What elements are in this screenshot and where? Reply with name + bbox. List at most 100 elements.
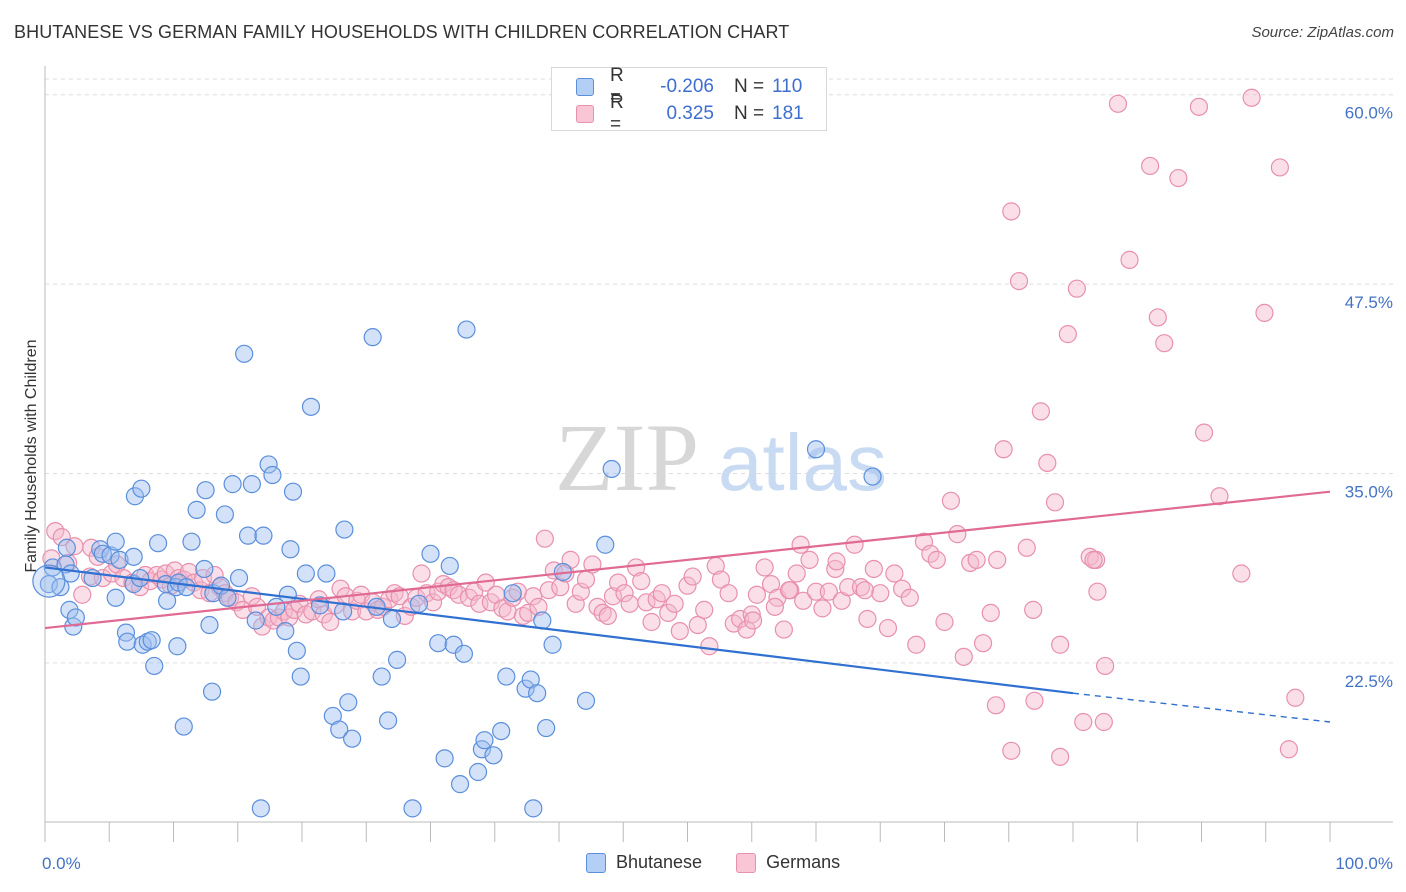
- germans-point: [1024, 600, 1043, 619]
- germans-point: [598, 606, 617, 626]
- blue-swatch: [586, 852, 606, 873]
- germans-point: [670, 621, 689, 641]
- axes: [44, 66, 1393, 842]
- germans-point: [1002, 202, 1021, 221]
- r-value: -0.206: [660, 76, 714, 97]
- series-legend: Bhutanese Germans: [586, 852, 874, 873]
- germans-point: [1255, 303, 1274, 323]
- y-axis-label: Family Households with Children: [23, 340, 40, 573]
- bhutanese-point: [187, 500, 206, 519]
- bhutanese-point: [450, 775, 470, 794]
- bhutanese-point: [238, 526, 258, 545]
- chart-title: BHUTANESE VS GERMAN FAMILY HOUSEHOLDS WI…: [14, 22, 790, 42]
- bhutanese-point: [537, 718, 556, 738]
- bhutanese-point: [596, 535, 615, 554]
- germans-point: [827, 552, 846, 571]
- germans-point: [1058, 325, 1077, 344]
- watermark-atlas: atlas: [718, 418, 887, 507]
- bhutanese-point: [363, 328, 382, 347]
- trend-lines: [44, 490, 1331, 723]
- bhutanese-point: [528, 684, 547, 703]
- bhutanese-point: [57, 538, 76, 557]
- germans-point: [695, 600, 714, 619]
- bhutanese-point: [602, 459, 621, 479]
- bhutanese-point: [32, 564, 66, 598]
- germans-point: [954, 647, 973, 666]
- x-tick-label: 0.0%: [42, 854, 81, 873]
- germans-point: [1140, 156, 1160, 176]
- bhutanese-point: [281, 540, 300, 559]
- bhutanese-point: [429, 634, 448, 653]
- germans-point: [1045, 493, 1065, 512]
- germans-point: [755, 558, 774, 577]
- germans-point: [603, 587, 623, 606]
- germans-point: [264, 611, 283, 630]
- bhutanese-point: [93, 544, 112, 563]
- bhutanese-point: [291, 667, 310, 686]
- germans-points: [42, 88, 1305, 766]
- germans-point: [907, 635, 926, 654]
- x-tick-label: 100.0%: [1335, 854, 1393, 873]
- legend-row-germans: R = 0.325 N = 181: [576, 92, 804, 135]
- germans-point: [1108, 94, 1128, 113]
- legend-row-bhutanese: R = -0.206 N = 110: [576, 65, 803, 108]
- r-value: 0.325: [666, 103, 714, 124]
- bhutanese-point: [110, 550, 129, 569]
- y-tick-label: 60.0%: [1345, 104, 1393, 123]
- bhutanese-point: [200, 615, 219, 635]
- germans-point: [1096, 656, 1115, 676]
- germans-point: [1031, 402, 1050, 421]
- germans-point: [742, 605, 761, 624]
- germans-point: [871, 584, 890, 603]
- germans-point: [988, 550, 1007, 569]
- legend-item-germans[interactable]: Germans: [736, 852, 840, 873]
- bhutanese-point: [157, 591, 177, 610]
- germans-point: [52, 528, 71, 547]
- bhutanese-point: [484, 746, 503, 765]
- bhutanese-point: [378, 711, 398, 730]
- legend-item-bhutanese[interactable]: Bhutanese: [586, 852, 702, 873]
- germans-point: [794, 591, 813, 610]
- germans-point: [1232, 564, 1251, 583]
- bhutanese-point: [339, 693, 358, 712]
- germans-point: [787, 564, 806, 583]
- germans-point: [855, 581, 874, 600]
- bhutanese-point: [174, 717, 193, 736]
- germans-point: [927, 550, 946, 569]
- germans-point: [1286, 688, 1305, 707]
- n-value: 110: [772, 76, 803, 97]
- bhutanese-point: [101, 546, 120, 565]
- bhutanese-point: [317, 564, 336, 583]
- bhutanese-point: [106, 588, 125, 607]
- germans-point: [1120, 250, 1139, 269]
- germans-point: [1088, 582, 1107, 601]
- germans-point: [813, 599, 832, 618]
- correlation-legend: R = -0.206 N = 110 R = 0.325 N = 181: [551, 65, 827, 135]
- germans-point: [1067, 279, 1086, 298]
- germans-point: [576, 570, 596, 589]
- germans-point: [1074, 712, 1093, 732]
- germans-point: [535, 529, 554, 548]
- legend-label-bhutanese: Bhutanese: [616, 852, 703, 872]
- germans-point: [82, 538, 101, 557]
- germans-point: [683, 567, 702, 586]
- germans-point: [1242, 88, 1261, 107]
- bhutanese-point: [251, 799, 270, 818]
- germans-point: [779, 581, 799, 600]
- n-label: N =: [734, 76, 765, 97]
- germans-point: [519, 603, 538, 623]
- bhutanese-point: [229, 568, 249, 588]
- germans-point: [652, 584, 671, 603]
- bhutanese-point: [246, 611, 265, 630]
- germans-point: [1169, 168, 1188, 188]
- bhutanese-point: [142, 631, 161, 650]
- germans-point: [819, 582, 838, 601]
- germans-point: [539, 581, 558, 600]
- bhutanese-point: [148, 534, 168, 553]
- bhutanese-point: [524, 799, 543, 818]
- germans-point: [743, 611, 763, 630]
- germans-point: [994, 440, 1013, 459]
- germans-point: [1002, 741, 1021, 760]
- germans-point: [791, 535, 810, 554]
- germans-point: [1270, 158, 1289, 177]
